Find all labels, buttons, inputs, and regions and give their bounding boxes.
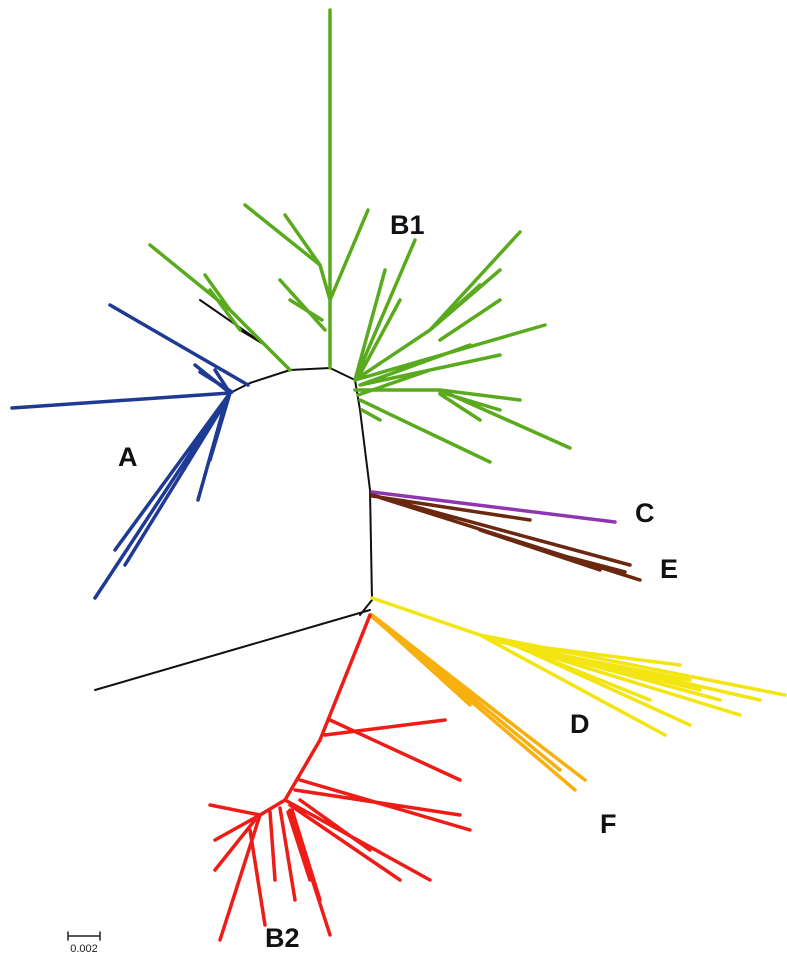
clade-b2-branches [208,613,472,942]
clade-label: E [660,554,678,584]
clade-label: B2 [265,923,300,953]
clade-d-branches [370,596,787,737]
scale-bar-label: 0.002 [70,943,98,955]
clade-label: F [600,809,617,839]
clade-label: A [118,442,138,472]
clade-e-branches [370,493,642,582]
clade-label: B1 [390,210,425,240]
clade-a-branches [10,303,250,600]
clade-c-branch [370,490,617,524]
clade-f-branches [368,613,587,792]
clade-label: D [570,709,590,739]
clade-label: C [635,498,655,528]
scale-bar [67,931,101,941]
clade-b1-branches [148,8,572,464]
